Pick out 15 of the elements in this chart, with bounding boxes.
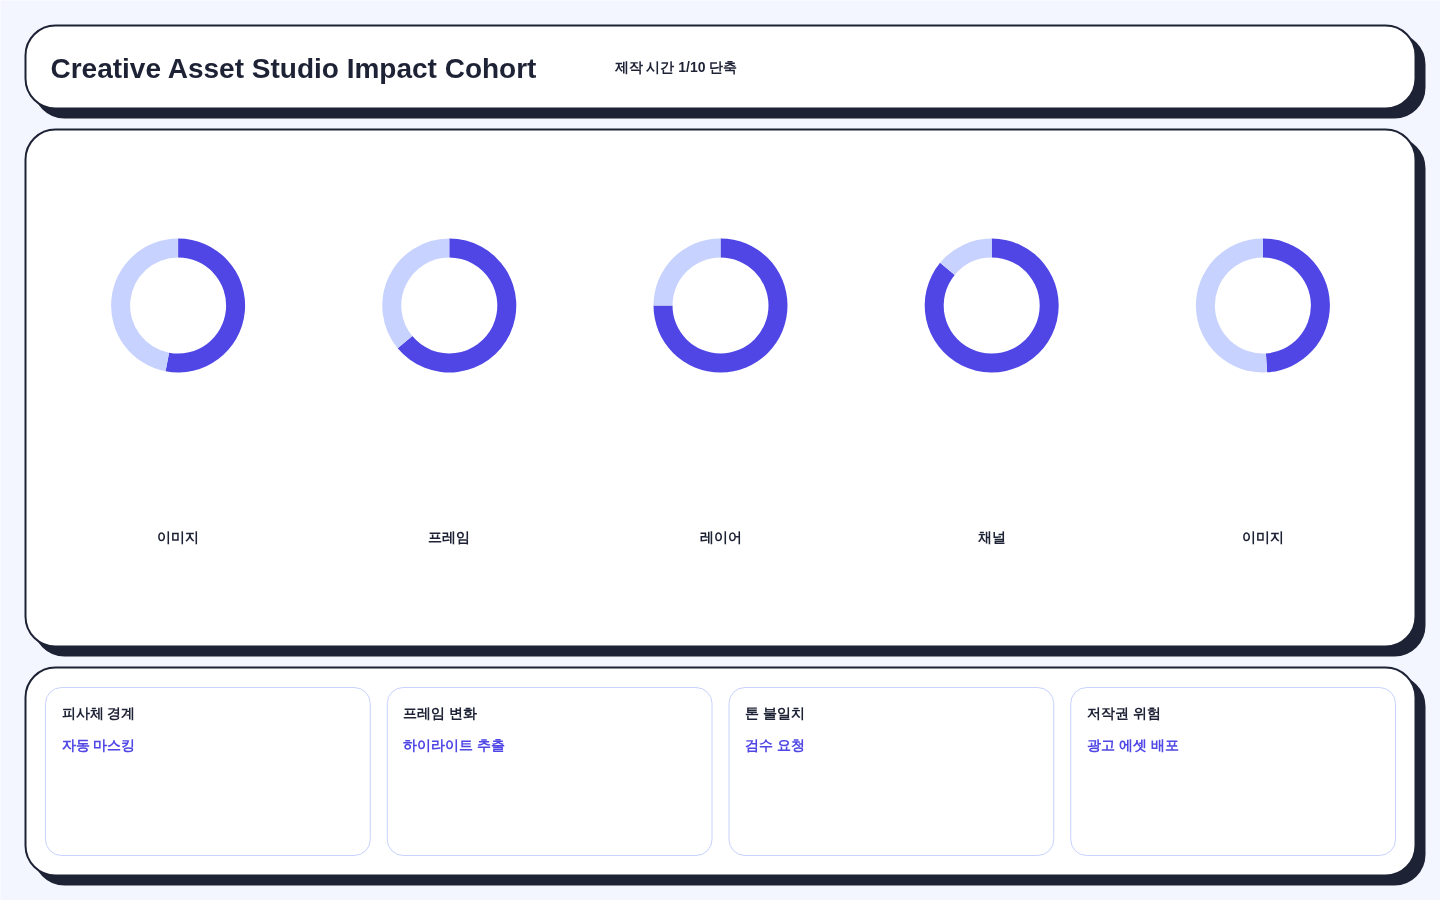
text: 피사체 경계 — [61, 704, 136, 721]
text: 레이어 — [699, 528, 742, 545]
text: 광고 에셋 배포 — [1086, 736, 1179, 753]
text: 이미지 — [1241, 528, 1284, 545]
text: 자동 마스킹 — [61, 736, 136, 753]
text: 하이라이트 추출 — [403, 736, 506, 753]
text: 프레임 — [428, 528, 471, 545]
text: 프레임 변화 — [403, 704, 478, 721]
text: Creative Asset Studio Impact Cohort — [50, 53, 537, 84]
text: 검수 요청 — [745, 736, 805, 753]
text: 제작 시간 1/10 단축 — [613, 58, 738, 75]
text: 채널 — [976, 528, 1006, 545]
text: 톤 불일치 — [745, 704, 805, 721]
text: 이미지 — [157, 528, 200, 545]
text: 저작권 위험 — [1086, 704, 1161, 721]
